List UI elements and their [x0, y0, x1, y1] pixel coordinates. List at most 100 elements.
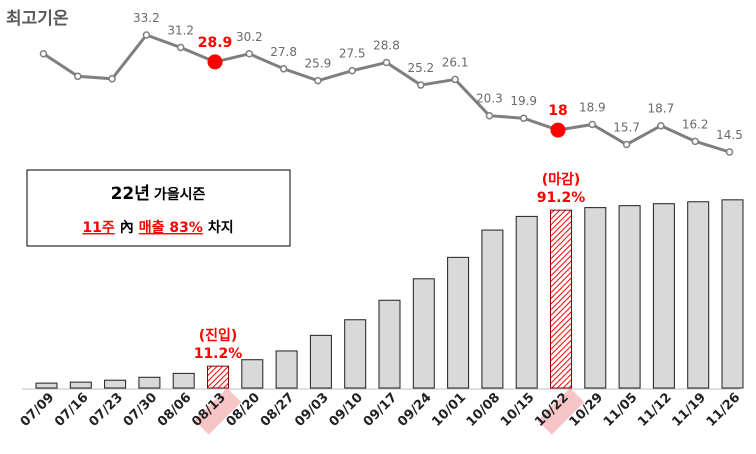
- x-tick-label: 10/01: [429, 390, 469, 430]
- bar-07-23: [104, 379, 127, 389]
- temperature-labels: 33.2 31.2 28.9 30.2 27.8 25.9 27.5 28.8 25.2 26.1…: [133, 11, 743, 142]
- bars: [35, 199, 744, 389]
- temperature-label: 16.2: [682, 117, 709, 131]
- temperature-label: 14.5: [716, 128, 743, 142]
- x-tick-label: 07/23: [86, 390, 126, 430]
- temperature-label: 19.9: [510, 94, 537, 108]
- bar-08-13: [207, 365, 229, 389]
- x-tick-label: 11/12: [635, 390, 675, 430]
- temperature-label: 30.2: [236, 30, 263, 44]
- temperature-point: [245, 50, 254, 58]
- temperature-label: 18.7: [648, 102, 675, 116]
- tick-highlights: [194, 387, 585, 435]
- temperature-label: 28.8: [373, 39, 400, 53]
- bar-10-22: [550, 209, 572, 389]
- callout-label: (마감): [542, 171, 581, 188]
- tick-highlight-bg: [537, 387, 585, 435]
- bar-11-12: [652, 203, 675, 389]
- info-box-line2: 11주 內 매출 83% 차지: [82, 219, 233, 236]
- temperature-point: [382, 58, 391, 67]
- x-tick-label: 09/03: [292, 390, 332, 430]
- temperature-label: 31.2: [167, 24, 194, 38]
- info-box-in: 內: [120, 220, 134, 236]
- bar-10-01: [447, 256, 470, 389]
- x-tick-label: 09/10: [326, 390, 366, 430]
- temperature-point: [622, 140, 631, 149]
- callout-value: 11.2%: [194, 346, 243, 362]
- temperature-label: 26.1: [442, 55, 469, 69]
- bar-07-09: [35, 382, 58, 389]
- temperature-label: 20.3: [476, 92, 503, 106]
- temperature-point: [417, 81, 425, 89]
- x-tick-label: 08/27: [258, 390, 298, 430]
- temperature-point: [691, 137, 699, 146]
- x-tick-label: 08/06: [155, 390, 195, 430]
- tick-highlight-bg: [194, 387, 242, 435]
- x-tick-label: 09/24: [395, 390, 435, 430]
- temperature-point: [588, 120, 597, 129]
- x-tick-label: 10/08: [464, 390, 504, 430]
- temperature-label: 15.7: [613, 120, 640, 134]
- temperature-point: [39, 50, 48, 58]
- temperature-label: 25.9: [305, 57, 332, 71]
- bar-08-06: [172, 372, 195, 389]
- bar-11-26: [721, 199, 744, 389]
- callout-label: (진입): [199, 327, 238, 344]
- callout-value: 91.2%: [537, 190, 586, 206]
- temperature-point: [142, 31, 151, 39]
- bar-09-24: [412, 278, 435, 389]
- bar-08-20: [241, 359, 264, 389]
- temperature-label: 33.2: [133, 11, 160, 25]
- bar-09-10: [344, 319, 367, 389]
- bar-10-29: [584, 207, 607, 389]
- temperature-label: 18.9: [579, 100, 606, 114]
- temperature-point: [176, 43, 185, 52]
- x-tick-label: 07/30: [121, 390, 161, 430]
- x-tick-label: 11/26: [704, 390, 744, 430]
- x-ticks: 07/0907/1607/2307/3008/0608/1308/2008/27…: [18, 390, 744, 430]
- x-tick-label: 07/09: [18, 390, 58, 430]
- temperature-label: 27.5: [339, 47, 366, 61]
- info-box-frame: [26, 169, 291, 247]
- temperature-point: [519, 114, 528, 122]
- info-box-weeks: 11주: [82, 220, 114, 236]
- bar-11-05: [618, 205, 641, 389]
- temperature-label: 28.9: [198, 35, 233, 51]
- info-box: 22년 가을시즌 11주 內 매출 83% 차지: [26, 169, 291, 247]
- x-tick-label: 09/17: [361, 390, 401, 430]
- temperature-point: [485, 111, 494, 120]
- bar-11-19: [687, 201, 710, 389]
- temperature-point: [348, 66, 356, 75]
- x-tick-label: 07/16: [52, 390, 92, 430]
- temperature-point: [657, 121, 665, 130]
- temperature-point: [451, 75, 459, 84]
- temperature-point: [314, 76, 322, 85]
- info-box-sales: 매출 83%: [139, 219, 203, 236]
- bar-10-08: [481, 229, 504, 389]
- bar-10-15: [515, 215, 538, 389]
- bar-08-27: [275, 350, 298, 389]
- info-box-year: 22년: [111, 184, 150, 204]
- temperature-point: [279, 65, 288, 73]
- info-box-line1: 22년 가을시즌: [111, 184, 206, 204]
- chart-title: 최고기온: [6, 9, 69, 29]
- x-tick-label: 10/15: [498, 390, 538, 430]
- x-tick-label: 11/19: [669, 390, 709, 430]
- temperature-point-highlight: [207, 54, 223, 70]
- temperature-point: [725, 148, 734, 156]
- temperature-label: 25.2: [407, 61, 434, 75]
- temperature-label: 18: [548, 103, 567, 119]
- temperature-label: 27.8: [270, 45, 297, 59]
- temperature-point-highlight: [550, 122, 566, 138]
- bar-09-03: [309, 334, 332, 389]
- bar-09-17: [378, 299, 401, 389]
- bar-07-16: [69, 381, 92, 389]
- info-box-suffix: 차지: [208, 220, 234, 236]
- temperature-point: [108, 75, 116, 83]
- callouts: (진입) 11.2% (마감) 91.2%: [194, 171, 586, 362]
- temperature-point: [74, 72, 82, 81]
- x-tick-label: 11/05: [601, 390, 641, 430]
- temperature-line: [39, 31, 734, 156]
- bar-07-30: [138, 376, 161, 389]
